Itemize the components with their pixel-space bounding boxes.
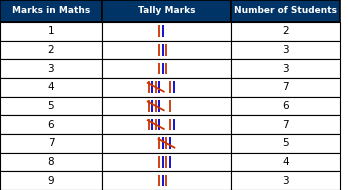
Bar — [231, 97, 340, 115]
Text: 8: 8 — [48, 157, 54, 167]
Bar — [0, 0, 102, 22]
Text: 2: 2 — [48, 45, 54, 55]
Text: 3: 3 — [282, 45, 288, 55]
Text: 3: 3 — [48, 64, 54, 74]
Text: 7: 7 — [48, 138, 54, 148]
Bar — [102, 40, 231, 59]
Bar — [102, 22, 231, 40]
Text: 6: 6 — [282, 101, 288, 111]
Text: Number of Students: Number of Students — [234, 6, 337, 15]
Bar — [102, 134, 231, 153]
Text: 3: 3 — [282, 64, 288, 74]
Bar — [0, 153, 102, 171]
Bar — [231, 78, 340, 97]
Text: 2: 2 — [282, 26, 288, 36]
Bar — [102, 171, 231, 190]
Bar — [0, 115, 102, 134]
Text: 9: 9 — [48, 176, 54, 186]
Bar — [0, 59, 102, 78]
Text: 7: 7 — [282, 82, 288, 92]
Text: Marks in Maths: Marks in Maths — [12, 6, 90, 15]
Bar — [102, 0, 231, 22]
Bar — [0, 22, 102, 40]
Bar — [0, 171, 102, 190]
Bar — [231, 134, 340, 153]
Bar — [231, 59, 340, 78]
Bar — [102, 115, 231, 134]
Bar — [231, 153, 340, 171]
Text: 7: 7 — [282, 120, 288, 130]
Bar — [231, 115, 340, 134]
Text: Tally Marks: Tally Marks — [138, 6, 195, 15]
Bar — [102, 153, 231, 171]
Bar — [0, 40, 102, 59]
Text: 5: 5 — [48, 101, 54, 111]
Bar — [0, 78, 102, 97]
Text: 4: 4 — [282, 157, 288, 167]
Bar — [231, 22, 340, 40]
Bar — [102, 59, 231, 78]
Text: 5: 5 — [282, 138, 288, 148]
Bar — [102, 97, 231, 115]
Bar — [231, 171, 340, 190]
Bar — [0, 97, 102, 115]
Bar — [102, 78, 231, 97]
Text: 4: 4 — [48, 82, 54, 92]
Text: 3: 3 — [282, 176, 288, 186]
Text: 1: 1 — [48, 26, 54, 36]
Bar — [231, 40, 340, 59]
Text: 6: 6 — [48, 120, 54, 130]
Bar — [0, 134, 102, 153]
Bar — [231, 0, 340, 22]
